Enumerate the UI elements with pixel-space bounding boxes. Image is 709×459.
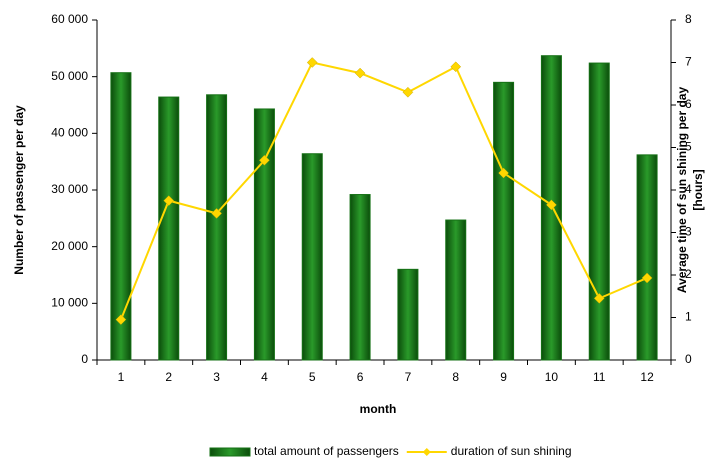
line	[119, 61, 648, 320]
legend-label: total amount of passengers	[254, 444, 399, 458]
x-tick-label: 8	[452, 370, 459, 384]
y-tick-label: 40 000	[51, 126, 88, 140]
y-tick-label: 0	[81, 352, 88, 366]
bar	[445, 219, 467, 361]
y2-tick-label: 2	[685, 267, 692, 281]
marker	[498, 167, 509, 179]
x-tick-label: 3	[213, 370, 220, 384]
legend-label: duration of sun shining	[451, 444, 572, 458]
y2-tick-label: 8	[685, 12, 692, 26]
y2-tick-label: 5	[685, 140, 692, 154]
x-tick-label: 9	[500, 370, 507, 384]
x-tick-label: 5	[309, 370, 316, 384]
bar	[493, 81, 515, 361]
x-tick-label: 4	[261, 370, 268, 384]
bar	[301, 153, 323, 361]
x-tick-label: 10	[545, 370, 559, 384]
marker	[641, 272, 653, 284]
y2-tick-label: 1	[685, 310, 692, 324]
marker	[306, 57, 318, 68]
bar	[110, 72, 132, 361]
y2-axis-label: Average time of sun shining per day	[675, 87, 689, 294]
y-tick-label: 10 000	[51, 296, 88, 310]
y2-axis-label: [hours]	[691, 169, 705, 210]
y2-tick-label: 7	[685, 55, 692, 69]
x-tick-label: 12	[640, 370, 654, 384]
marker	[354, 67, 366, 79]
bar	[397, 268, 419, 361]
bar	[158, 96, 180, 361]
x-tick-label: 11	[593, 370, 606, 384]
marker	[115, 314, 127, 325]
marker	[546, 199, 557, 211]
marker	[163, 195, 175, 206]
marker	[259, 154, 270, 166]
bar	[588, 62, 610, 361]
y-tick-label: 60 000	[51, 12, 88, 26]
y-tick-label: 50 000	[51, 69, 88, 83]
marker	[211, 208, 222, 219]
bar	[636, 154, 658, 361]
y2-tick-label: 6	[685, 97, 692, 111]
legend-swatch	[209, 447, 251, 457]
bar	[253, 108, 275, 361]
x-tick-label: 6	[357, 370, 364, 384]
y-axis-label: Number of passenger per day	[12, 105, 26, 275]
x-tick-label: 2	[165, 370, 172, 384]
x-tick-label: 7	[405, 370, 412, 384]
bar	[206, 94, 228, 361]
y2-tick-label: 4	[685, 182, 692, 196]
legend-swatch	[422, 448, 431, 456]
marker	[593, 293, 605, 304]
x-axis-label: month	[360, 402, 397, 416]
marker	[402, 86, 414, 98]
y-tick-label: 20 000	[51, 239, 88, 253]
y2-tick-label: 0	[685, 352, 692, 366]
y2-tick-label: 3	[685, 225, 692, 239]
bar	[349, 194, 371, 361]
x-tick-label: 1	[118, 370, 125, 384]
y-tick-label: 30 000	[51, 182, 88, 196]
marker	[450, 61, 462, 73]
